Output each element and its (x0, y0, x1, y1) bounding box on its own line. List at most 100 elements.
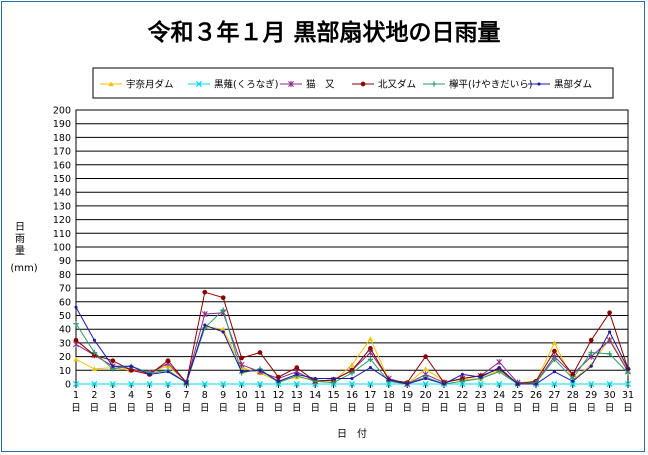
y-tick-label: 150 (53, 174, 71, 185)
x-tick-suffix: 日 (90, 403, 100, 414)
data-point (348, 380, 356, 388)
x-tick-suffix: 日 (347, 403, 357, 414)
data-point (201, 311, 208, 318)
y-tick-label: 30 (59, 338, 71, 349)
data-point (551, 356, 557, 362)
x-tick-suffix: 日 (255, 403, 265, 414)
x-tick-label: 16 (346, 390, 358, 401)
data-point (238, 380, 245, 388)
data-point (313, 376, 317, 381)
data-point (607, 310, 612, 316)
x-tick-suffix: 日 (568, 403, 578, 414)
data-point (551, 340, 557, 345)
data-point (606, 337, 613, 344)
data-point (385, 380, 392, 388)
x-tick-label: 28 (567, 390, 579, 401)
y-tick-label: 80 (59, 270, 71, 281)
data-point (360, 81, 366, 87)
x-tick-suffix: 日 (292, 403, 302, 414)
x-tick-label: 7 (183, 390, 189, 401)
data-point (570, 372, 576, 377)
data-point (496, 369, 502, 375)
data-point (91, 366, 97, 372)
data-point (240, 370, 244, 374)
data-point (534, 382, 538, 386)
y-tick-label: 200 (53, 106, 71, 117)
x-tick-label: 13 (291, 390, 303, 401)
data-point (258, 368, 262, 372)
x-tick-label: 4 (128, 390, 134, 401)
data-point (424, 376, 428, 381)
data-point (165, 358, 171, 364)
data-point (459, 380, 466, 388)
data-point (349, 370, 355, 376)
data-point (588, 349, 594, 356)
x-tick-label: 31 (622, 390, 634, 401)
data-point (276, 374, 281, 380)
y-tick-label: 120 (53, 215, 71, 226)
x-tick-label: 6 (165, 390, 171, 401)
chart-title: 令和３年１月 黒部扇状地の日雨量 (147, 19, 500, 46)
data-point (497, 366, 501, 370)
y-tick-label: 170 (53, 147, 71, 158)
data-point (423, 366, 429, 372)
x-tick-suffix: 日 (163, 403, 173, 414)
data-point (202, 289, 208, 295)
data-point (294, 365, 300, 370)
data-point (367, 380, 374, 388)
data-point (552, 370, 556, 374)
data-point (607, 351, 613, 357)
x-tick-label: 9 (220, 390, 226, 401)
data-point (201, 380, 208, 388)
legend-item: 猫 又 (280, 79, 335, 91)
data-point (257, 350, 263, 355)
x-axis-title: 日 付 (337, 427, 367, 440)
legend-item: 宇奈月ダム (100, 79, 174, 91)
data-point (496, 380, 503, 388)
data-point (537, 82, 541, 86)
x-tick-label: 5 (147, 390, 153, 401)
data-point (625, 370, 631, 376)
x-tick-suffix: 日 (531, 403, 541, 414)
x-tick-suffix: 日 (623, 403, 633, 414)
data-point (220, 307, 226, 313)
x-tick-suffix: 日 (274, 403, 284, 414)
data-point (109, 380, 116, 388)
x-tick-label: 24 (493, 390, 505, 401)
y-axis-unit: (mm) (10, 263, 37, 274)
x-tick-label: 10 (236, 390, 248, 401)
data-point (239, 355, 244, 361)
x-tick-suffix: 日 (421, 403, 431, 414)
x-tick-suffix: 日 (310, 403, 320, 414)
data-point (571, 379, 575, 383)
x-tick-suffix: 日 (71, 403, 81, 414)
x-tick-label: 11 (254, 390, 266, 401)
series-5 (73, 307, 631, 387)
x-tick-suffix: 日 (513, 403, 523, 414)
data-point (551, 380, 558, 388)
data-point (256, 380, 264, 388)
x-tick-suffix: 日 (439, 403, 449, 414)
data-point (108, 81, 114, 87)
data-point (184, 381, 188, 385)
x-tick-label: 29 (585, 390, 597, 401)
legend: 宇奈月ダム 黒薙(くろなぎ) 猫 又 北又ダム 欅平(けやきだいら) 黒部ダム (92, 67, 614, 99)
gridlines (76, 109, 628, 385)
y-tick-label: 60 (59, 297, 71, 308)
y-tick-label: 100 (53, 243, 71, 254)
data-point (459, 378, 465, 384)
data-point (129, 364, 133, 368)
legend-label: 北又ダム (378, 79, 416, 91)
y-tick-label: 20 (59, 352, 71, 363)
y-tick-label: 90 (59, 256, 71, 267)
data-point (164, 380, 172, 388)
data-point (74, 305, 78, 309)
x-tick-label: 19 (401, 390, 413, 401)
x-tick-label: 18 (383, 390, 395, 401)
data-point (331, 380, 337, 386)
data-point (608, 330, 612, 334)
data-point (220, 380, 227, 388)
data-point (221, 330, 225, 334)
data-point (72, 380, 80, 388)
